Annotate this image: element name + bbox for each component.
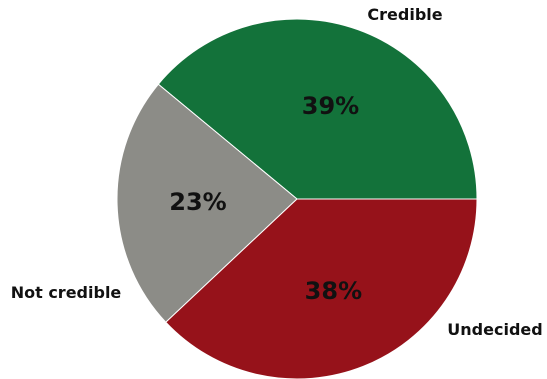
pie-slice-not-credible [165, 198, 478, 379]
pie-slice-undecided [116, 83, 298, 323]
slice-name-not-credible: Not credible [11, 283, 122, 302]
percentage-labels: 39% 23% 38% [169, 92, 362, 305]
pct-label-credible: 39% [302, 92, 359, 120]
pie-slice-credible [157, 18, 478, 200]
pct-label-not-credible: 38% [305, 277, 362, 305]
slice-name-labels: Credible Undecided Not credible [11, 5, 543, 339]
slice-name-undecided: Undecided [447, 320, 542, 339]
pct-label-undecided: 23% [169, 188, 226, 216]
slice-name-credible: Credible [367, 5, 442, 24]
pie-slices [116, 18, 478, 379]
